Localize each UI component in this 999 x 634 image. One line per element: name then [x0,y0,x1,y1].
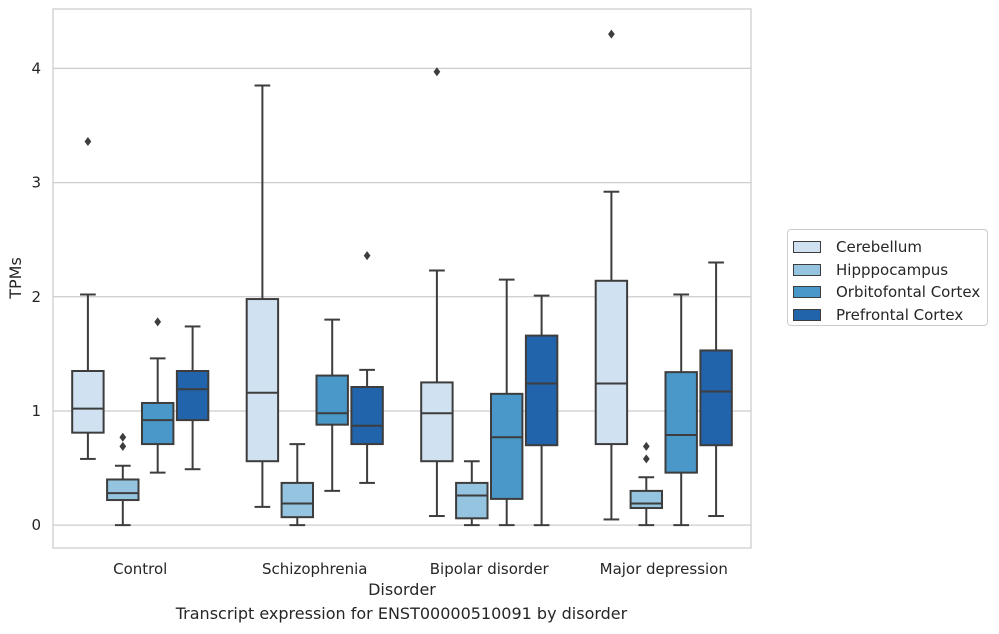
legend: Cerebellum Hipppocampus Orbitofontal Corte… [787,229,988,326]
box-rect [629,489,664,510]
box-2-2 [489,278,524,527]
box-rect [594,279,629,446]
x-tick-labels: Control Schizophrenia Bipolar disorder Majo… [113,560,728,578]
box-3-2 [664,293,698,527]
box-0-2 [140,317,175,474]
box-2-3 [524,294,559,527]
x-tick-label: Major depression [600,560,728,578]
legend-label: Prefrontal Cortex [836,305,964,324]
outlier-point [363,251,371,261]
legend-swatch [793,263,821,276]
box-rect [524,334,559,447]
legend-swatch [793,308,821,321]
outlier-point [84,136,92,146]
box-2-1 [455,460,489,527]
y-tick-label: 1 [31,402,41,420]
legend-item: Orbitofontal Cortex [793,281,987,304]
box-rect [245,298,280,463]
legend-label: Hipppocampus [836,260,949,279]
box-0-1 [106,432,140,527]
box-2-0 [420,67,454,518]
legend-swatch [793,286,821,299]
outlier-point [119,441,127,451]
legend-label: Orbitofontal Cortex [836,283,981,302]
box-1-3 [350,251,384,484]
figure-caption: Transcript expression for ENST0000051009… [175,604,628,623]
x-tick-label: Control [113,560,167,578]
legend-swatch [793,241,821,254]
box-rect [315,374,349,426]
outlier-point [642,454,650,464]
box-rect [106,478,140,502]
box-rect [71,369,105,434]
plot-area [52,8,752,549]
box-rect [664,371,698,474]
box-rect [455,481,489,520]
outlier-point [119,432,127,442]
x-tick-label: Bipolar disorder [430,560,550,578]
box-rect [489,392,524,500]
box-3-1 [629,441,664,527]
legend-label: Cerebellum [836,238,922,257]
x-axis-label: Disorder [368,580,436,599]
legend-item: Cerebellum [793,236,987,259]
y-tick-labels: 0 1 2 3 4 [31,59,41,534]
outlier-point [642,441,650,451]
y-tick-label: 3 [31,174,41,192]
outlier-point [433,67,441,77]
box-3-3 [699,261,733,518]
y-axis-label: TPMs [6,257,25,300]
y-tick-label: 2 [31,288,41,306]
box-0-0 [71,136,105,460]
box-rect [140,401,175,446]
box-1-1 [280,443,315,527]
y-tick-label: 4 [31,59,41,77]
box-rect [350,385,384,446]
boxes [71,29,733,527]
legend-item: Prefrontal Cortex [793,304,987,327]
box-1-2 [315,318,349,492]
box-rect [420,381,454,463]
legend-item: Hipppocampus [793,259,987,282]
box-rect [699,349,733,447]
box-rect [175,369,210,422]
box-rect [280,481,315,519]
x-tick-label: Schizophrenia [262,560,367,578]
box-3-0 [594,29,629,521]
y-tick-label: 0 [31,516,41,534]
outlier-point [154,317,162,327]
box-1-0 [245,84,280,508]
box-0-3 [175,325,210,471]
outlier-point [608,29,615,39]
